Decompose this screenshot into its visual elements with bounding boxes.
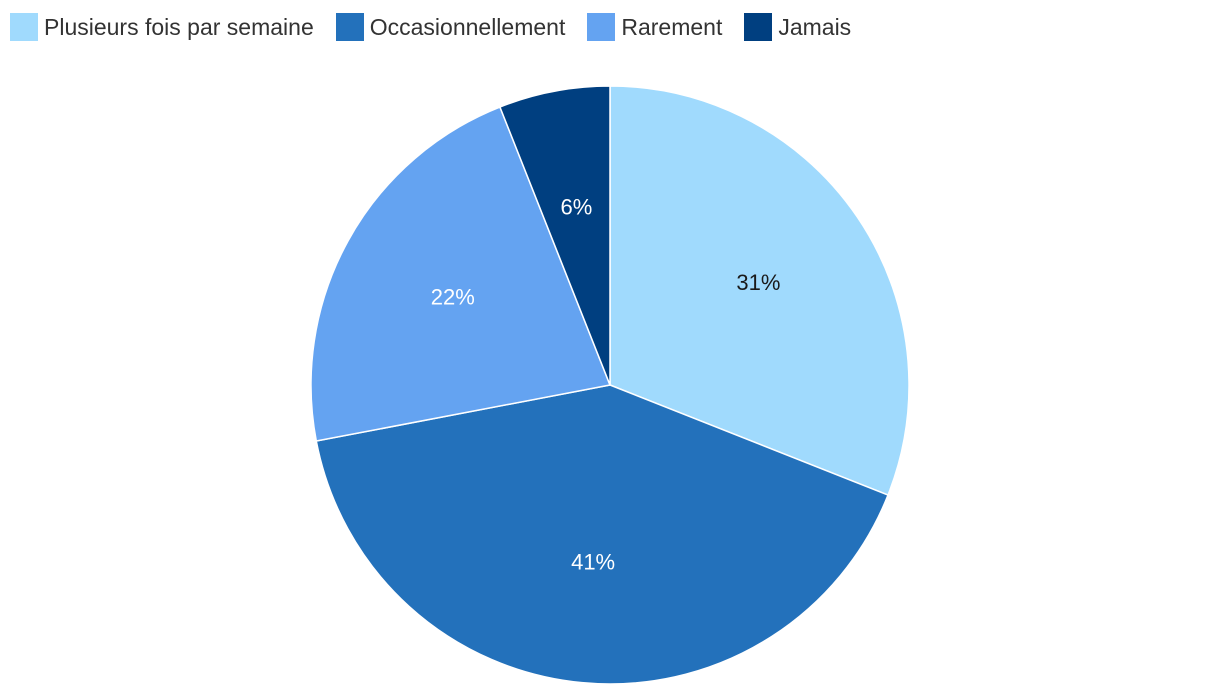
legend-item-plusieurs-fois-par-semaine: Plusieurs fois par semaine [10,13,314,41]
pie-slice-jamais [498,85,611,386]
legend-label: Rarement [621,13,723,40]
pie-slice-plusieurs-fois-par-semaine [609,85,910,497]
legend-item-rarement: Rarement [587,13,722,41]
legend-swatch [587,13,616,41]
legend-label: Plusieurs fois par semaine [44,13,314,40]
chart-legend: Plusieurs fois par semaine Occasionnelle… [10,12,873,42]
pie-slice-rarement [310,106,612,442]
data-label: 31% [736,270,780,295]
legend-swatch [744,13,773,41]
pie-slice-occasionnellement [315,384,889,685]
legend-swatch [10,13,38,41]
data-label: 22% [431,284,475,309]
legend-label: Occasionnellement [369,13,566,40]
legend-label: Jamais [778,13,852,40]
legend-item-occasionnellement: Occasionnellement [335,13,566,41]
data-label: 6% [560,195,592,220]
data-label: 41% [571,549,615,574]
legend-item-jamais: Jamais [744,13,851,41]
legend-swatch [335,13,364,41]
